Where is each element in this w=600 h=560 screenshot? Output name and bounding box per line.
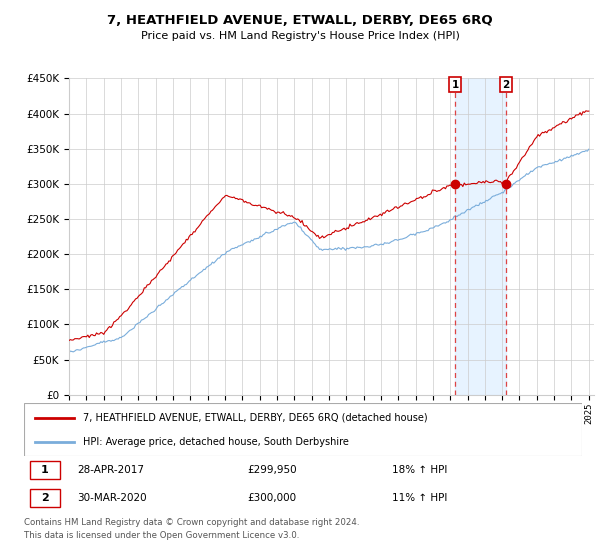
Text: 1: 1 bbox=[41, 465, 49, 475]
Text: 18% ↑ HPI: 18% ↑ HPI bbox=[392, 465, 448, 475]
Text: 28-APR-2017: 28-APR-2017 bbox=[77, 465, 144, 475]
Text: 30-MAR-2020: 30-MAR-2020 bbox=[77, 493, 146, 503]
Text: 11% ↑ HPI: 11% ↑ HPI bbox=[392, 493, 448, 503]
Text: Contains HM Land Registry data © Crown copyright and database right 2024.
This d: Contains HM Land Registry data © Crown c… bbox=[24, 518, 359, 540]
Bar bbox=[455, 78, 506, 395]
Text: 2: 2 bbox=[502, 80, 509, 90]
Text: £300,000: £300,000 bbox=[247, 493, 296, 503]
Text: Price paid vs. HM Land Registry's House Price Index (HPI): Price paid vs. HM Land Registry's House … bbox=[140, 31, 460, 41]
Text: 7, HEATHFIELD AVENUE, ETWALL, DERBY, DE65 6RQ: 7, HEATHFIELD AVENUE, ETWALL, DERBY, DE6… bbox=[107, 14, 493, 27]
FancyBboxPatch shape bbox=[24, 403, 582, 456]
FancyBboxPatch shape bbox=[29, 489, 60, 507]
FancyBboxPatch shape bbox=[29, 461, 60, 479]
Text: HPI: Average price, detached house, South Derbyshire: HPI: Average price, detached house, Sout… bbox=[83, 437, 349, 447]
Text: 2: 2 bbox=[41, 493, 49, 503]
Text: 1: 1 bbox=[452, 80, 459, 90]
Text: £299,950: £299,950 bbox=[247, 465, 297, 475]
Text: 7, HEATHFIELD AVENUE, ETWALL, DERBY, DE65 6RQ (detached house): 7, HEATHFIELD AVENUE, ETWALL, DERBY, DE6… bbox=[83, 413, 427, 423]
